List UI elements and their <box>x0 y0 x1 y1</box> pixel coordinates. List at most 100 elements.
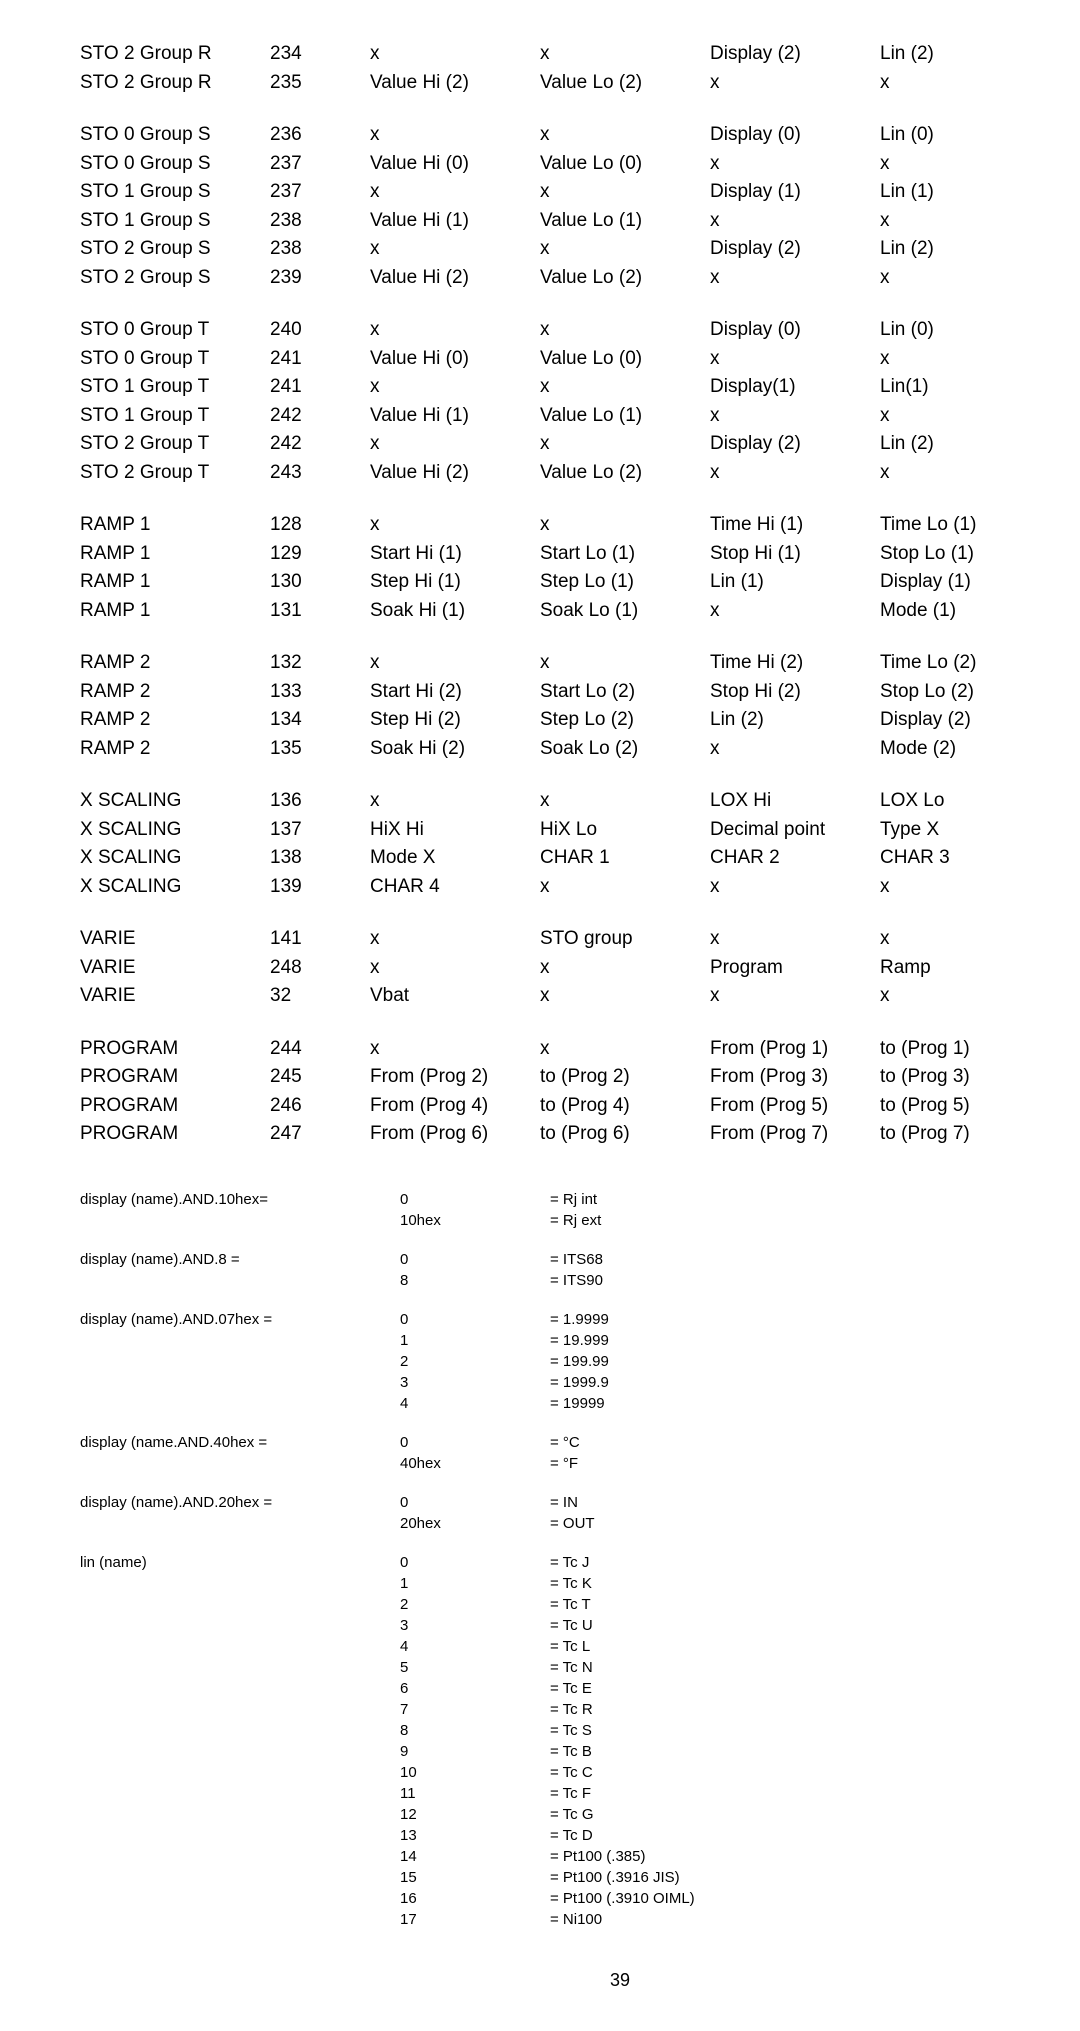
table-cell: 135 <box>270 735 370 764</box>
table-cell: x <box>540 430 710 459</box>
lookup-code: 14 <box>400 1846 550 1867</box>
table-cell: From (Prog 4) <box>370 1092 540 1121</box>
table-cell: 242 <box>270 430 370 459</box>
table-cell: x <box>710 345 880 374</box>
table-cell: x <box>370 178 540 207</box>
table-cell: x <box>880 402 1080 431</box>
table-cell: Value Hi (0) <box>370 150 540 179</box>
table-cell: Value Lo (2) <box>540 69 710 98</box>
table-cell: x <box>880 459 1080 488</box>
table-cell: x <box>370 373 540 402</box>
lookup-code: 0 <box>400 1249 550 1270</box>
lookup-empty <box>80 1636 400 1657</box>
lookup-empty <box>80 1453 400 1474</box>
lookup-empty <box>80 1594 400 1615</box>
table-cell: x <box>540 873 710 902</box>
table-cell: x <box>540 178 710 207</box>
table-cell: x <box>540 373 710 402</box>
table-cell: PROGRAM <box>80 1092 270 1121</box>
table-cell: Soak Lo (2) <box>540 735 710 764</box>
table-cell: 137 <box>270 816 370 845</box>
lookup-code: 2 <box>400 1594 550 1615</box>
table-cell: STO 1 Group T <box>80 402 270 431</box>
table-cell: VARIE <box>80 982 270 1011</box>
table-cell: From (Prog 1) <box>710 1035 880 1064</box>
lookup-empty <box>80 1678 400 1699</box>
lookup-gap <box>80 1414 1080 1432</box>
table-cell: x <box>710 207 880 236</box>
table-cell: to (Prog 5) <box>880 1092 1080 1121</box>
table-cell: x <box>710 597 880 626</box>
lookup-empty <box>80 1720 400 1741</box>
table-cell: x <box>880 150 1080 179</box>
table-cell: to (Prog 4) <box>540 1092 710 1121</box>
lookup-gap <box>80 1534 1080 1552</box>
table-cell: Display (0) <box>710 316 880 345</box>
lookup-empty <box>80 1615 400 1636</box>
table-cell: x <box>540 316 710 345</box>
table-cell: LOX Hi <box>710 787 880 816</box>
table-cell: 246 <box>270 1092 370 1121</box>
lookup-empty <box>80 1741 400 1762</box>
table-cell: STO 2 Group R <box>80 40 270 69</box>
lookup-empty <box>80 1270 400 1291</box>
table-cell: Mode (1) <box>880 597 1080 626</box>
table-cell: Time Hi (1) <box>710 511 880 540</box>
lookup-code: 15 <box>400 1867 550 1888</box>
table-cell: CHAR 1 <box>540 844 710 873</box>
table-cell: 139 <box>270 873 370 902</box>
table-cell: 129 <box>270 540 370 569</box>
table-cell: RAMP 2 <box>80 706 270 735</box>
table-cell: STO 1 Group T <box>80 373 270 402</box>
lookup-value: = ITS90 <box>550 1270 1080 1291</box>
lookup-value: = °C <box>550 1432 1080 1453</box>
lookup-label: display (name).AND.20hex = <box>80 1492 400 1513</box>
table-cell: x <box>370 121 540 150</box>
lookup-code: 9 <box>400 1741 550 1762</box>
block-gap <box>80 901 1080 925</box>
table-cell: 238 <box>270 235 370 264</box>
table-cell: STO 2 Group T <box>80 430 270 459</box>
lookup-code: 10 <box>400 1762 550 1783</box>
lookup-value: = ITS68 <box>550 1249 1080 1270</box>
table-cell: 235 <box>270 69 370 98</box>
lookup-value: = IN <box>550 1492 1080 1513</box>
table-cell: 241 <box>270 373 370 402</box>
lookup-code: 8 <box>400 1270 550 1291</box>
lookup-empty <box>80 1846 400 1867</box>
block-gap <box>80 763 1080 787</box>
lookup-code: 16 <box>400 1888 550 1909</box>
table-cell: Step Hi (2) <box>370 706 540 735</box>
lookup-empty <box>80 1513 400 1534</box>
lookup-code: 3 <box>400 1615 550 1636</box>
lookup-value: = 19999 <box>550 1393 1080 1414</box>
lookup-value: = Tc S <box>550 1720 1080 1741</box>
table-cell: Start Hi (1) <box>370 540 540 569</box>
lookup-gap <box>80 1231 1080 1249</box>
lookup-code: 1 <box>400 1330 550 1351</box>
table-cell: x <box>370 954 540 983</box>
table-cell: x <box>880 264 1080 293</box>
table-cell: Start Lo (2) <box>540 678 710 707</box>
lookup-gap <box>80 1474 1080 1492</box>
table-cell: 237 <box>270 178 370 207</box>
lookup-code: 13 <box>400 1825 550 1846</box>
table-cell: to (Prog 1) <box>880 1035 1080 1064</box>
table-cell: 141 <box>270 925 370 954</box>
table-cell: Soak Hi (1) <box>370 597 540 626</box>
table-cell: x <box>540 649 710 678</box>
lookup-code: 7 <box>400 1699 550 1720</box>
table-cell: Time Hi (2) <box>710 649 880 678</box>
table-cell: STO 0 Group T <box>80 316 270 345</box>
table-cell: Display(1) <box>710 373 880 402</box>
lookup-label: display (name).AND.10hex= <box>80 1189 400 1210</box>
table-cell: STO 2 Group S <box>80 264 270 293</box>
table-cell: RAMP 1 <box>80 540 270 569</box>
table-cell: Value Hi (0) <box>370 345 540 374</box>
table-cell: CHAR 2 <box>710 844 880 873</box>
table-cell: to (Prog 2) <box>540 1063 710 1092</box>
table-cell: 136 <box>270 787 370 816</box>
table-cell: Time Lo (2) <box>880 649 1080 678</box>
table-cell: Mode (2) <box>880 735 1080 764</box>
table-cell: STO 0 Group S <box>80 121 270 150</box>
